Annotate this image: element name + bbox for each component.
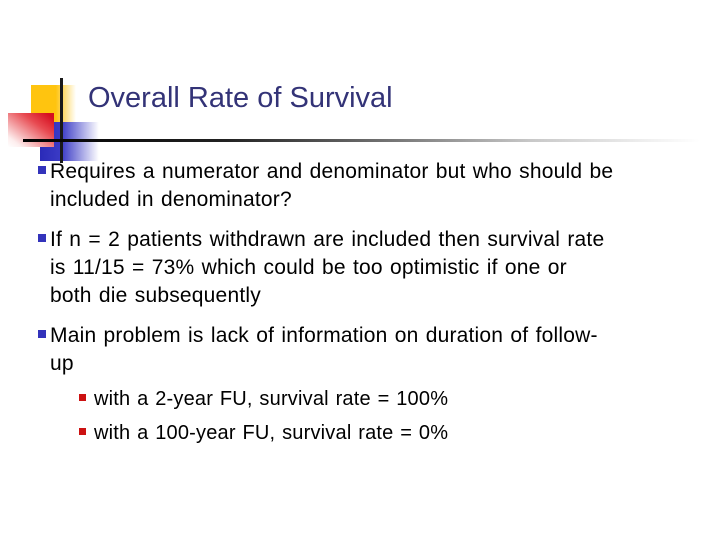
sub-bullet-list: with a 2-year FU, survival rate = 100% w… bbox=[79, 386, 694, 446]
title-underline bbox=[23, 139, 700, 142]
red-square-bullet-icon bbox=[79, 394, 86, 401]
bullet-item: Main problem is lack of information on d… bbox=[38, 322, 694, 378]
decor-vertical-line bbox=[60, 78, 63, 163]
blue-square-bullet-icon bbox=[38, 166, 46, 174]
bullet-text: Main problem is lack of information on d… bbox=[50, 324, 598, 375]
bullet-item: Requires a numerator and denominator but… bbox=[38, 158, 694, 214]
slide-title: Overall Rate of Survival bbox=[88, 82, 393, 114]
slide-body: Requires a numerator and denominator but… bbox=[38, 158, 694, 454]
bullet-item: If n = 2 patients withdrawn are included… bbox=[38, 226, 694, 310]
blue-square-bullet-icon bbox=[38, 330, 46, 338]
bullet-group: Main problem is lack of information on d… bbox=[38, 322, 694, 446]
decor-blue-square bbox=[40, 122, 102, 161]
sub-bullet-item: with a 2-year FU, survival rate = 100% bbox=[79, 386, 694, 412]
bullet-text: If n = 2 patients withdrawn are included… bbox=[50, 228, 605, 307]
decor-red-square bbox=[8, 113, 54, 147]
bullet-text: Requires a numerator and denominator but… bbox=[50, 160, 614, 211]
blue-square-bullet-icon bbox=[38, 234, 46, 242]
red-square-bullet-icon bbox=[79, 428, 86, 435]
sub-bullet-item: with a 100-year FU, survival rate = 0% bbox=[79, 420, 694, 446]
decor-yellow-square bbox=[31, 85, 76, 122]
sub-bullet-text: with a 100-year FU, survival rate = 0% bbox=[94, 422, 449, 444]
sub-bullet-text: with a 2-year FU, survival rate = 100% bbox=[94, 388, 449, 410]
